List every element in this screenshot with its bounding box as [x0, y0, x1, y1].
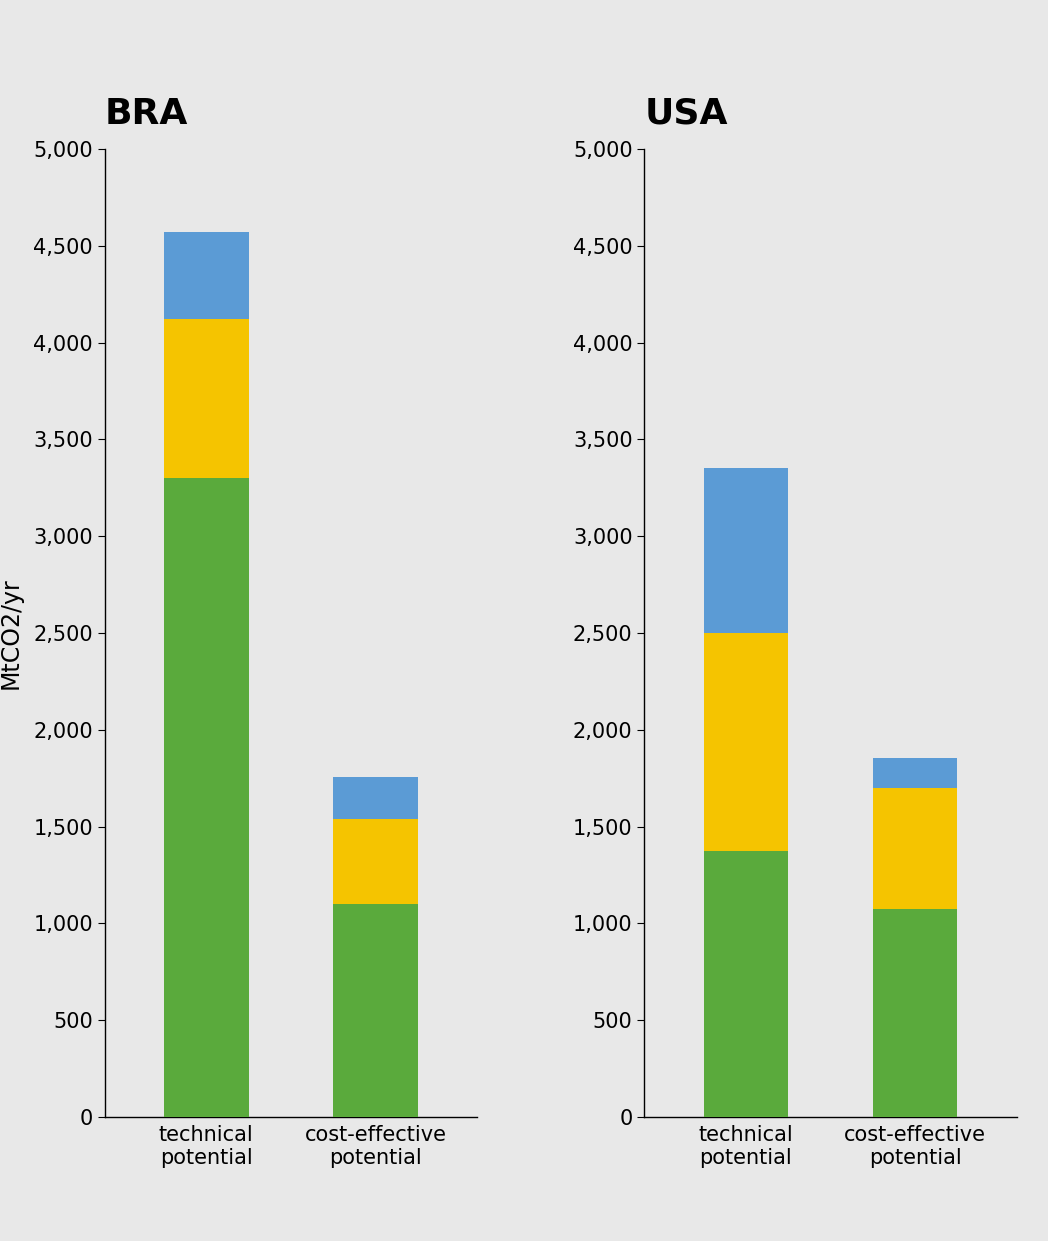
Bar: [333, 777, 418, 819]
Bar: [163, 478, 248, 1117]
Text: BRA: BRA: [105, 97, 189, 130]
Bar: [873, 788, 958, 908]
Bar: [703, 633, 788, 851]
Bar: [703, 468, 788, 633]
Bar: [873, 908, 958, 1117]
Bar: [333, 903, 418, 1117]
Bar: [163, 232, 248, 319]
Bar: [333, 819, 418, 903]
Bar: [703, 851, 788, 1117]
Y-axis label: MtCO2/yr: MtCO2/yr: [0, 577, 22, 689]
Bar: [163, 319, 248, 478]
Text: USA: USA: [645, 97, 728, 130]
Bar: [873, 758, 958, 788]
